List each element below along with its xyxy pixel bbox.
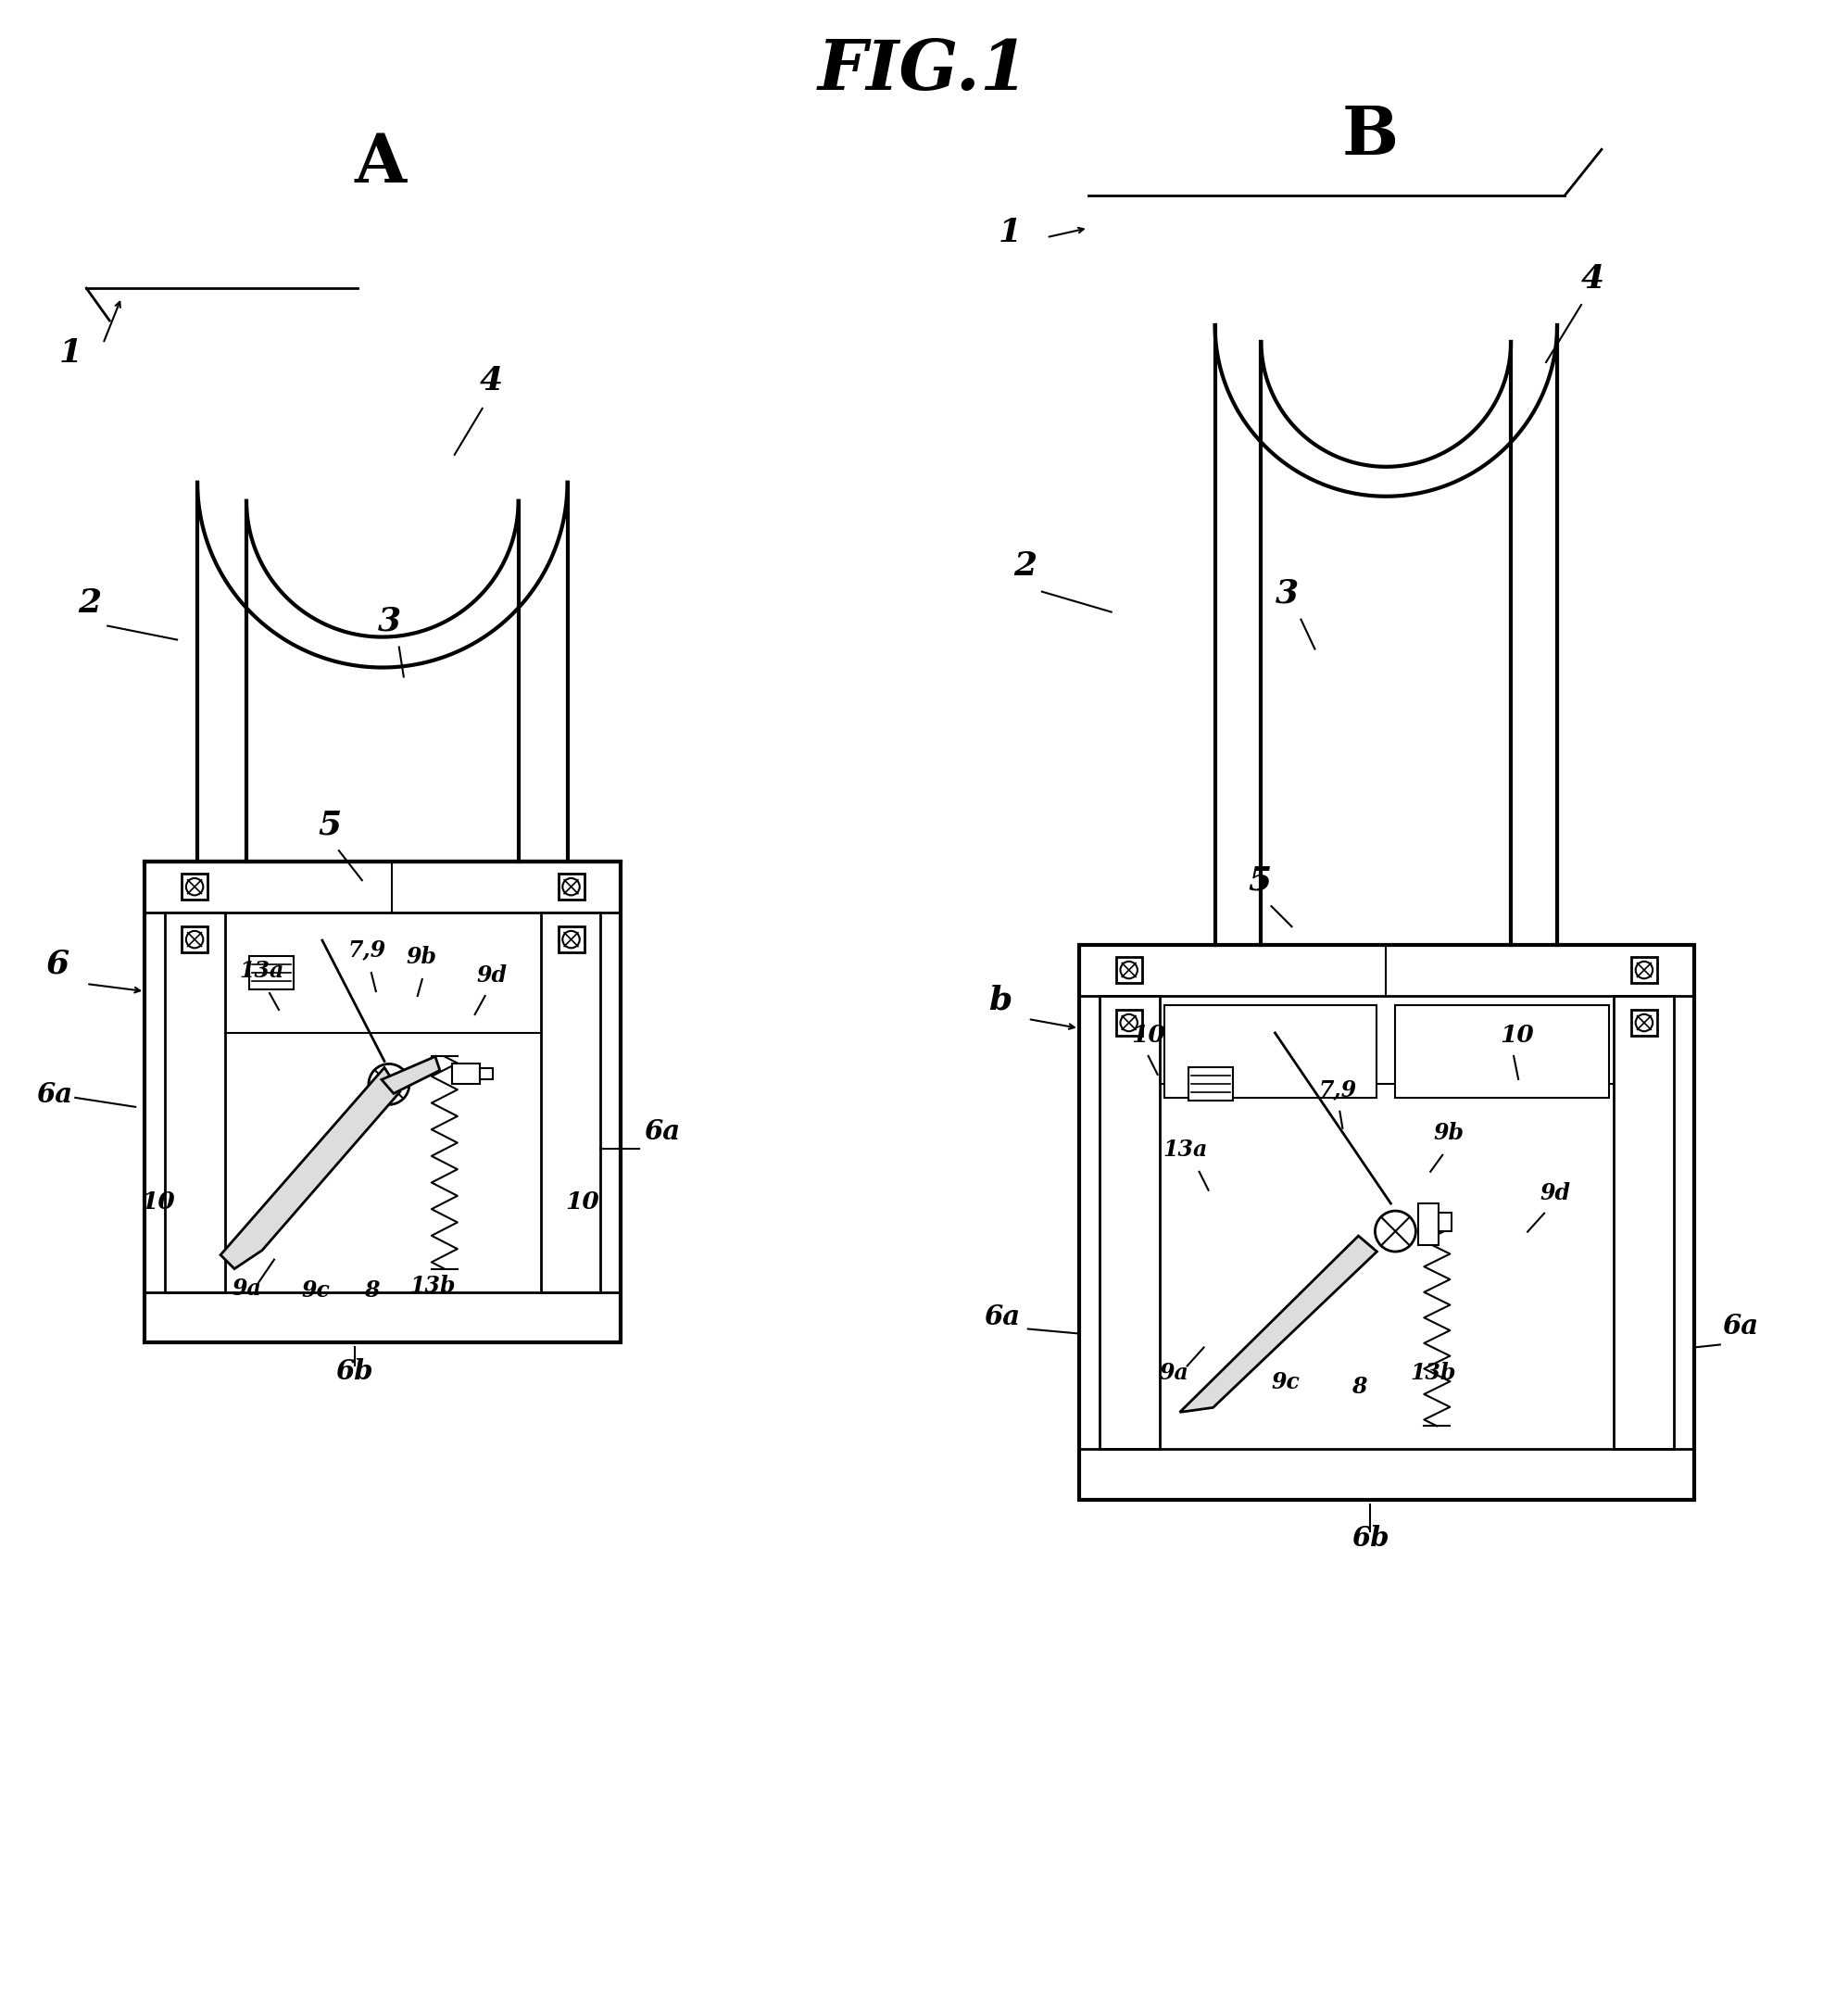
Bar — [181, 926, 207, 953]
Text: 9a: 9a — [231, 1277, 261, 1299]
Text: 6a: 6a — [645, 1118, 680, 1144]
Bar — [1100, 995, 1159, 1450]
Bar — [1613, 995, 1674, 1450]
Text: 13b: 13b — [1410, 1361, 1456, 1384]
Bar — [1632, 1009, 1658, 1035]
Bar — [181, 874, 207, 900]
Text: 13a: 13a — [240, 961, 285, 983]
Bar — [1079, 945, 1695, 1500]
Bar — [558, 874, 584, 900]
Text: 4: 4 — [480, 365, 503, 397]
Bar — [1188, 1067, 1233, 1100]
Polygon shape — [1179, 1237, 1377, 1412]
Text: 5: 5 — [1247, 864, 1271, 896]
Text: 1: 1 — [59, 336, 83, 369]
Bar — [1164, 1005, 1377, 1098]
Text: 9d: 9d — [477, 965, 506, 987]
Bar — [1395, 1005, 1610, 1098]
Text: 2: 2 — [1015, 550, 1037, 582]
Bar — [1116, 1009, 1142, 1035]
Text: 7,9: 7,9 — [347, 939, 386, 961]
Text: 7,9: 7,9 — [1319, 1077, 1356, 1100]
Text: 10: 10 — [565, 1190, 599, 1212]
Polygon shape — [381, 1057, 440, 1094]
Text: 8: 8 — [1351, 1376, 1368, 1398]
Text: 2: 2 — [78, 586, 102, 618]
Text: 6b: 6b — [1351, 1525, 1390, 1553]
Bar — [1116, 957, 1142, 983]
Bar — [144, 862, 621, 1343]
Text: 9c: 9c — [301, 1279, 331, 1301]
Text: 3: 3 — [1275, 578, 1299, 608]
Text: B: B — [1342, 103, 1399, 169]
Bar — [541, 912, 601, 1291]
Text: 8: 8 — [364, 1279, 379, 1301]
Text: A: A — [355, 131, 407, 195]
Text: 9b: 9b — [407, 947, 436, 969]
Text: 6a: 6a — [1722, 1313, 1757, 1339]
Text: 1: 1 — [998, 218, 1022, 248]
Text: 13b: 13b — [410, 1275, 455, 1297]
Text: 6a: 6a — [37, 1082, 74, 1108]
Text: 9a: 9a — [1159, 1361, 1188, 1384]
Text: 9b: 9b — [1434, 1122, 1464, 1144]
Text: 5: 5 — [318, 810, 342, 840]
Text: FIG.1: FIG.1 — [819, 36, 1029, 105]
Text: 9c: 9c — [1271, 1372, 1299, 1394]
Bar — [453, 1063, 480, 1084]
Text: 6b: 6b — [336, 1359, 373, 1386]
Text: 6: 6 — [44, 949, 68, 979]
Text: 9d: 9d — [1539, 1182, 1571, 1204]
Bar — [1632, 957, 1658, 983]
Bar — [558, 926, 584, 953]
Text: 4: 4 — [1580, 264, 1604, 294]
Bar — [480, 1069, 493, 1080]
Bar — [164, 912, 225, 1291]
Bar — [1440, 1212, 1453, 1231]
Text: 10: 10 — [1131, 1023, 1166, 1047]
Text: 3: 3 — [379, 606, 401, 636]
Text: b: b — [989, 985, 1013, 1017]
Bar — [249, 957, 294, 989]
Polygon shape — [220, 1067, 399, 1269]
Text: 10: 10 — [142, 1190, 176, 1212]
Text: 13a: 13a — [1162, 1138, 1207, 1160]
Text: 10: 10 — [1501, 1023, 1534, 1047]
Bar — [1419, 1204, 1440, 1245]
Text: 6a: 6a — [983, 1303, 1020, 1329]
